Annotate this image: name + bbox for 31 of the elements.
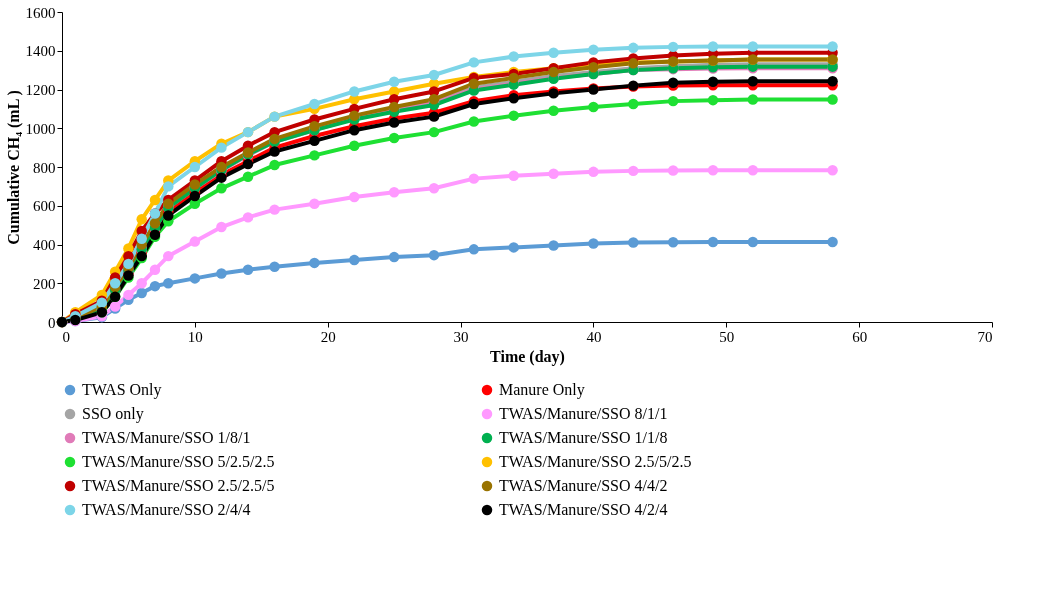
legend-label: Manure Only bbox=[499, 381, 585, 399]
x-tick-label: 10 bbox=[187, 328, 203, 345]
legend-label: TWAS/Manure/SSO 8/1/1 bbox=[499, 405, 668, 422]
y-tick-label: 800 bbox=[33, 159, 56, 176]
x-tick-label: 40 bbox=[586, 328, 602, 345]
legend-label: TWAS/Manure/SSO 5/2.5/2.5 bbox=[82, 453, 275, 470]
y-tick-label: 0 bbox=[48, 314, 56, 331]
legend-label: TWAS/Manure/SSO 2.5/5/2.5 bbox=[499, 453, 692, 470]
legend-label: TWAS/Manure/SSO 4/2/4 bbox=[499, 501, 668, 518]
x-tick-label: 0 bbox=[62, 328, 70, 345]
legend-label: TWAS/Manure/SSO 2/4/4 bbox=[82, 501, 251, 518]
y-tick-label: 1600 bbox=[25, 4, 56, 21]
x-tick-label: 20 bbox=[320, 328, 336, 345]
x-tick-label: 50 bbox=[719, 328, 735, 345]
x-tick-label: 60 bbox=[852, 328, 868, 345]
legend-label: SSO only bbox=[82, 405, 144, 423]
y-tick-label: 600 bbox=[33, 198, 56, 215]
y-axis-title: Cumulative CH₄ (mL ) bbox=[4, 90, 23, 245]
legend-label: TWAS Only bbox=[82, 381, 162, 399]
legend-label: TWAS/Manure/SSO 1/1/8 bbox=[499, 429, 668, 446]
y-tick-label: 200 bbox=[33, 275, 56, 292]
x-axis-title: Time (day) bbox=[490, 347, 565, 366]
y-tick-label: 1200 bbox=[25, 82, 56, 98]
legend-label: TWAS/Manure/SSO 1/8/1 bbox=[82, 429, 251, 446]
y-tick-label: 400 bbox=[33, 237, 56, 253]
legend-label: TWAS/Manure/SSO 2.5/2.5/5 bbox=[82, 477, 275, 494]
x-tick-label: 30 bbox=[453, 328, 469, 345]
y-tick-label: 1400 bbox=[25, 43, 56, 60]
x-tick-label: 70 bbox=[977, 328, 993, 345]
legend-label: TWAS/Manure/SSO 4/4/2 bbox=[499, 477, 668, 494]
y-tick-label: 1000 bbox=[25, 120, 56, 137]
